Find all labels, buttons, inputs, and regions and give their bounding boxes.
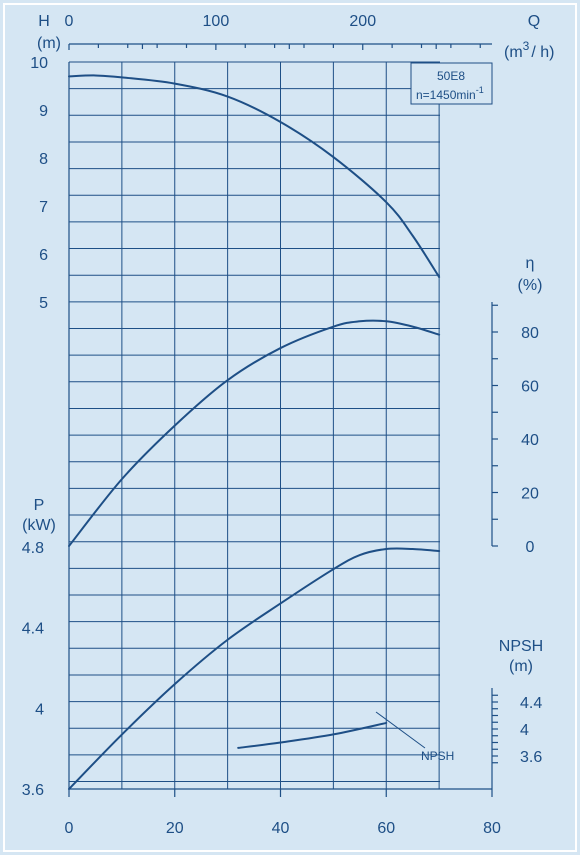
curves bbox=[68, 74, 441, 790]
head-tick-label: 8 bbox=[39, 151, 48, 168]
power-tick-label: 3.6 bbox=[22, 782, 44, 799]
head-tick-label: 5 bbox=[39, 295, 48, 312]
bottom-tick-label: 80 bbox=[483, 820, 501, 837]
efficiency-axis-letter: η bbox=[526, 255, 535, 272]
npsh-curve bbox=[237, 721, 388, 749]
npsh-curve-label: NPSH bbox=[421, 749, 454, 763]
efficiency-tick-label: 20 bbox=[521, 486, 539, 503]
legend-box: 50E8 n=1450min-1 bbox=[410, 62, 493, 105]
bottom-tick-label: 40 bbox=[272, 820, 290, 837]
flow-axis-unit: (m3/ h) bbox=[504, 39, 554, 61]
flow-axis-letter: Q bbox=[528, 13, 540, 30]
outer-frame bbox=[3, 3, 577, 852]
efficiency-axis-unit: (%) bbox=[518, 277, 543, 294]
model-label: 50E8 bbox=[437, 69, 465, 83]
power-axis-unit: (kW) bbox=[22, 517, 56, 534]
power-tick-label: 4.8 bbox=[22, 540, 44, 557]
top-tick-label: 0 bbox=[65, 13, 74, 30]
head-tick-label: 9 bbox=[39, 103, 48, 120]
efficiency-tick-label: 80 bbox=[521, 325, 539, 342]
power-tick-label: 4.4 bbox=[22, 621, 44, 638]
tick-labels: 0 20 40 60 80 0 100 200 5 6 7 8 9 10 3.6 4 4.4 4.8 0 20 40 60… bbox=[22, 13, 543, 837]
efficiency-tick-label: 60 bbox=[521, 379, 539, 396]
npsh-leader-line bbox=[375, 711, 426, 749]
head-axis-letter: H bbox=[38, 13, 50, 30]
efficiency-tick-label: 40 bbox=[521, 432, 539, 449]
head-tick-label: 10 bbox=[30, 55, 48, 72]
top-tick-label: 200 bbox=[349, 13, 376, 30]
axes bbox=[68, 43, 498, 797]
npsh-axis-letter: NPSH bbox=[499, 638, 543, 655]
grid bbox=[68, 61, 440, 789]
npsh-axis-unit: (m) bbox=[509, 658, 533, 675]
power-tick-label: 4 bbox=[35, 701, 44, 718]
npsh-tick-label: 3.6 bbox=[520, 749, 542, 766]
speed-label: n=1450min-1 bbox=[416, 85, 484, 102]
head-tick-label: 7 bbox=[39, 199, 48, 216]
bottom-tick-label: 60 bbox=[377, 820, 395, 837]
bottom-tick-label: 20 bbox=[166, 820, 184, 837]
top-tick-label: 100 bbox=[203, 13, 230, 30]
head-curve bbox=[68, 74, 441, 279]
efficiency-tick-label: 0 bbox=[526, 539, 535, 556]
head-tick-label: 6 bbox=[39, 247, 48, 264]
power-curve bbox=[68, 547, 441, 790]
efficiency-curve bbox=[68, 319, 441, 547]
npsh-tick-label: 4 bbox=[520, 722, 529, 739]
npsh-tick-label: 4.4 bbox=[520, 695, 542, 712]
power-axis-letter: P bbox=[34, 497, 45, 514]
head-axis-unit: (m) bbox=[37, 35, 61, 52]
bottom-tick-label: 0 bbox=[65, 820, 74, 837]
